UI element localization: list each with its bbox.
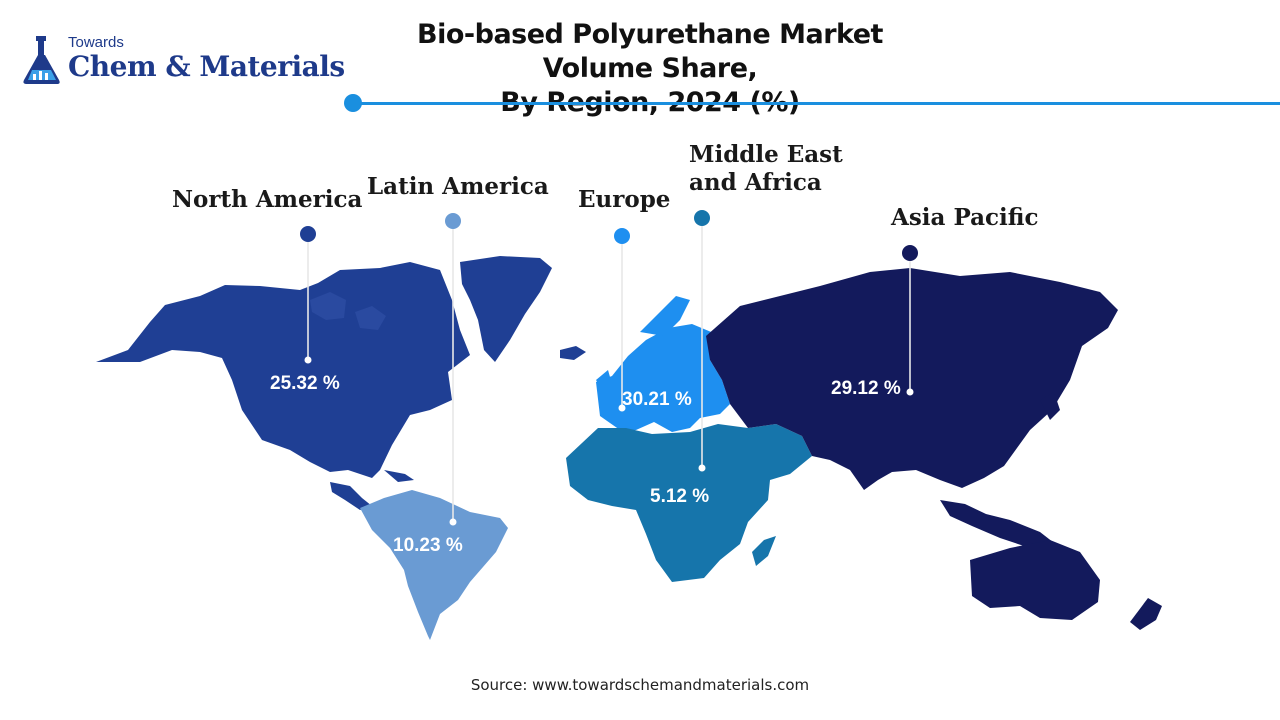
logo-big-text: Chem & Materials	[68, 50, 345, 83]
value-latin-america: 10.23 %	[393, 535, 463, 556]
pin-latin-america	[445, 213, 461, 229]
divider-dot	[344, 94, 362, 112]
value-middle-east-africa: 5.12 %	[650, 486, 710, 507]
region-middle-east-africa	[566, 424, 812, 582]
title-divider	[353, 102, 1280, 105]
flask-logo-icon	[23, 36, 60, 84]
pin-end-middle-east-africa	[698, 464, 706, 472]
label-latin-america: Latin America	[367, 173, 549, 200]
value-europe: 30.21 %	[622, 389, 692, 410]
pin-asia-pacific	[902, 245, 918, 261]
source-note: Source: www.towardschemandmaterials.com	[470, 676, 810, 694]
logo: Towards Chem & Materials	[20, 34, 345, 90]
region-europe	[596, 296, 730, 432]
label-mea-line-1: Middle East	[689, 141, 843, 168]
region-north-america	[96, 256, 586, 510]
label-middle-east-africa: Middle East and Africa	[689, 141, 843, 196]
pin-north-america	[300, 226, 316, 242]
pin-end-europe	[618, 404, 626, 412]
pin-dots	[300, 210, 918, 526]
region-latin-america	[360, 490, 508, 640]
pin-middle-east-africa	[694, 210, 710, 226]
value-north-america: 25.32 %	[270, 373, 340, 394]
label-north-america: North America	[172, 186, 363, 213]
label-asia-pacific: Asia Pacific	[891, 204, 1039, 231]
pin-end-north-america	[304, 356, 312, 364]
pin-europe	[614, 228, 630, 244]
region-asia-pacific	[706, 268, 1162, 630]
pin-end-asia-pacific	[906, 388, 914, 396]
logo-small-text: Towards	[68, 34, 124, 51]
pin-end-latin-america	[449, 518, 457, 526]
value-asia-pacific: 29.12 %	[831, 378, 901, 399]
label-mea-line-2: and Africa	[689, 168, 822, 196]
title-line-1: Bio-based Polyurethane Market Volume Sha…	[417, 19, 883, 85]
leader-lines	[307, 218, 911, 522]
label-europe: Europe	[578, 186, 671, 213]
